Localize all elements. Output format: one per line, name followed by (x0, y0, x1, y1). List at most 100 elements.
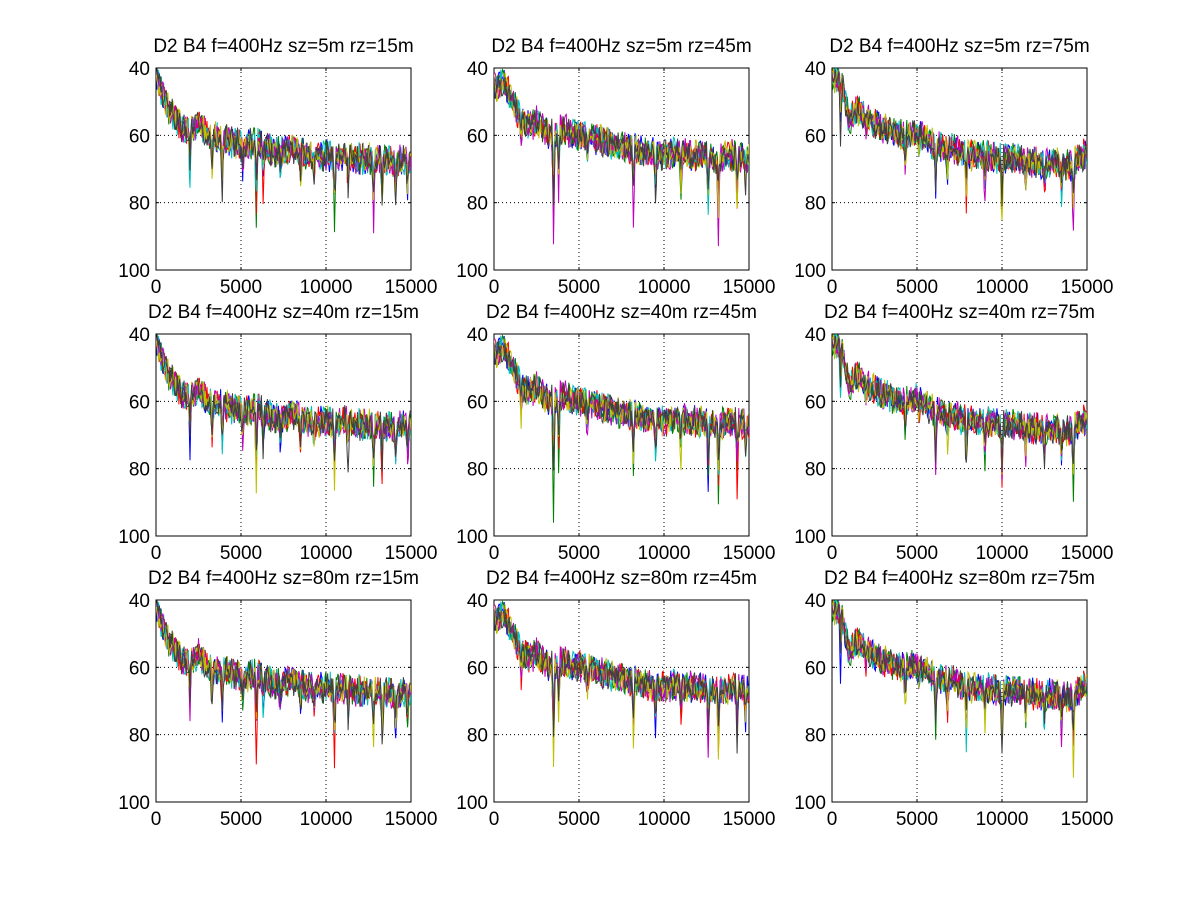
x-tick-label: 0 (151, 543, 162, 564)
subplot-3: D2 B4 f=400Hz sz=5m rz=75m 0 5000 10000 1500… (794, 36, 1113, 298)
subplot-title: D2 B4 f=400Hz sz=80m rz=45m (486, 568, 757, 589)
series-line (156, 68, 411, 206)
axes-frame (155, 67, 412, 271)
x-tick-label: 15000 (1061, 277, 1114, 298)
subplot-5: D2 B4 f=400Hz sz=40m rz=45m 0 5000 10000 150… (456, 302, 775, 564)
y-tick-label: 40 (129, 59, 150, 80)
series-group (494, 334, 749, 523)
x-tick-label: 15000 (723, 277, 776, 298)
subplot-title: D2 B4 f=400Hz sz=40m rz=15m (148, 302, 419, 323)
series-group (156, 600, 411, 769)
x-tick-label: 15000 (385, 277, 438, 298)
y-tick-label: 40 (467, 325, 488, 346)
y-tick-label: 80 (129, 194, 150, 215)
subplot-8: D2 B4 f=400Hz sz=80m rz=45m 0 5000 10000 150… (456, 568, 775, 830)
series-line (832, 601, 1087, 754)
series-line (494, 74, 749, 205)
x-tick-label: 10000 (300, 543, 353, 564)
series-line (832, 69, 1087, 207)
y-tick-label: 100 (456, 793, 488, 814)
y-tick-label: 60 (805, 658, 826, 679)
x-tick-label: 5000 (896, 543, 938, 564)
y-tick-label: 60 (129, 126, 150, 147)
x-tick-label: 15000 (385, 809, 438, 830)
y-tick-label: 80 (805, 726, 826, 747)
series-group (832, 600, 1087, 778)
series-group (832, 68, 1087, 231)
subplot-6: D2 B4 f=400Hz sz=40m rz=75m 0 5000 10000 150… (794, 302, 1113, 564)
series-group (156, 68, 411, 234)
y-tick-label: 80 (467, 194, 488, 215)
x-tick-label: 0 (151, 809, 162, 830)
x-tick-label: 10000 (638, 809, 691, 830)
y-tick-label: 80 (805, 194, 826, 215)
series-line (494, 338, 749, 462)
y-tick-label: 100 (118, 527, 150, 548)
x-tick-label: 15000 (723, 809, 776, 830)
y-tick-label: 100 (456, 527, 488, 548)
series-line (832, 335, 1087, 473)
x-tick-label: 10000 (300, 809, 353, 830)
x-tick-label: 5000 (220, 809, 262, 830)
y-tick-label: 80 (805, 460, 826, 481)
axes-frame (155, 599, 412, 803)
subplot-title: D2 B4 f=400Hz sz=80m rz=15m (148, 568, 419, 589)
x-tick-label: 5000 (558, 809, 600, 830)
subplot-2: D2 B4 f=400Hz sz=5m rz=45m 0 5000 10000 1500… (456, 36, 775, 298)
series-line (494, 340, 749, 471)
x-tick-label: 10000 (638, 543, 691, 564)
x-tick-label: 15000 (385, 543, 438, 564)
x-tick-label: 0 (827, 809, 838, 830)
axes-frame (493, 67, 750, 271)
y-tick-label: 60 (467, 658, 488, 679)
y-tick-label: 40 (467, 59, 488, 80)
x-tick-label: 5000 (896, 277, 938, 298)
series-line (156, 334, 411, 473)
x-tick-label: 10000 (976, 809, 1029, 830)
series-line (832, 334, 1087, 475)
y-tick-label: 40 (467, 591, 488, 612)
y-tick-label: 100 (118, 793, 150, 814)
x-tick-label: 0 (827, 543, 838, 564)
y-tick-label: 60 (129, 658, 150, 679)
x-tick-label: 0 (151, 277, 162, 298)
x-tick-label: 5000 (220, 543, 262, 564)
series-line (156, 600, 411, 745)
subplot-4: D2 B4 f=400Hz sz=40m rz=15m 0 5000 10000 150… (118, 302, 437, 564)
subplot-title: D2 B4 f=400Hz sz=80m rz=75m (824, 568, 1095, 589)
series-group (832, 334, 1087, 502)
x-tick-label: 0 (489, 277, 500, 298)
series-line (494, 338, 749, 471)
subplot-1: D2 B4 f=400Hz sz=5m rz=15m 0 5000 10000 1500… (118, 36, 437, 298)
subplot-title: D2 B4 f=400Hz sz=40m rz=45m (486, 302, 757, 323)
x-tick-label: 15000 (1061, 543, 1114, 564)
x-tick-label: 15000 (723, 543, 776, 564)
y-tick-label: 40 (805, 59, 826, 80)
x-tick-label: 10000 (300, 277, 353, 298)
y-tick-label: 80 (129, 460, 150, 481)
y-tick-label: 100 (794, 793, 826, 814)
y-tick-label: 100 (794, 527, 826, 548)
y-tick-label: 60 (467, 126, 488, 147)
y-tick-label: 60 (805, 126, 826, 147)
y-tick-label: 80 (467, 460, 488, 481)
y-tick-label: 40 (805, 591, 826, 612)
subplot-7: D2 B4 f=400Hz sz=80m rz=15m 0 5000 10000 150… (118, 568, 437, 830)
y-tick-label: 40 (129, 325, 150, 346)
x-tick-label: 0 (489, 809, 500, 830)
y-tick-label: 100 (794, 261, 826, 282)
x-tick-label: 5000 (558, 277, 600, 298)
y-tick-label: 60 (129, 392, 150, 413)
y-tick-label: 40 (129, 591, 150, 612)
x-tick-label: 0 (827, 277, 838, 298)
series-group (494, 68, 749, 247)
series-line (832, 68, 1087, 214)
y-tick-label: 100 (118, 261, 150, 282)
subplot-title: D2 B4 f=400Hz sz=5m rz=15m (153, 36, 413, 57)
series-group (156, 334, 411, 494)
x-tick-label: 10000 (976, 543, 1029, 564)
x-tick-label: 10000 (976, 277, 1029, 298)
x-tick-label: 5000 (896, 809, 938, 830)
series-group (494, 600, 749, 768)
